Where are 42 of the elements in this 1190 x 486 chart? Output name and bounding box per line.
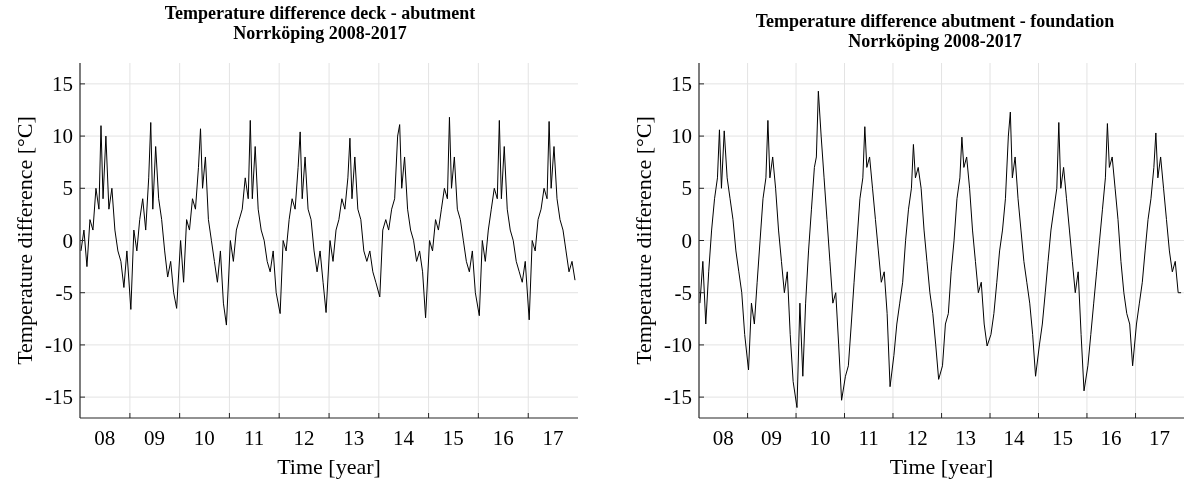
x-tick-label: 15: [1052, 426, 1074, 450]
y-tick-label: -15: [664, 385, 692, 410]
y-tick-label: 15: [671, 71, 692, 96]
chart-title: Temperature difference deck - abutment Norrköping 2008-2017: [164, 3, 476, 43]
x-tick-label: 08: [94, 426, 116, 450]
x-tick-label: 11: [243, 426, 265, 450]
y-tick-label: -10: [664, 332, 692, 357]
x-tick-label: 09: [144, 426, 166, 450]
x-tick-label: 11: [858, 426, 879, 450]
line-series: [80, 116, 576, 326]
line-series: [699, 90, 1182, 409]
y-tick-label: -5: [674, 280, 692, 305]
x-tick-label: 14: [393, 426, 415, 450]
y-tick-label: -5: [55, 280, 73, 305]
y-tick-label: 5: [681, 176, 692, 201]
y-tick-label: 15: [52, 71, 73, 96]
y-tick-label: 5: [62, 176, 73, 201]
y-axis-title: Temperature difference [°C]: [631, 116, 656, 365]
x-tick-label: 17: [542, 426, 564, 450]
x-tick-label: 10: [193, 426, 215, 450]
y-tick-label: 0: [62, 228, 73, 253]
y-tick-label: -10: [45, 332, 73, 357]
x-tick-label: 14: [1003, 426, 1026, 450]
x-tick-label: 09: [761, 426, 783, 450]
x-tick-label: 16: [492, 426, 514, 450]
x-tick-label: 12: [906, 426, 928, 450]
x-tick-label: 17: [1149, 426, 1171, 450]
x-tick-label: 15: [442, 426, 464, 450]
y-tick-label: 10: [52, 124, 73, 149]
x-tick-label: 12: [293, 426, 315, 450]
y-tick-label: 10: [671, 124, 692, 149]
x-axis-title: Time [year]: [889, 454, 994, 479]
x-tick-label: 08: [712, 426, 734, 450]
x-tick-label: 13: [955, 426, 977, 450]
y-tick-label: -15: [45, 385, 73, 410]
x-tick-label: 13: [343, 426, 365, 450]
chart-title: Temperature difference abutment - foundation Norrköping 2008-2017: [755, 11, 1115, 51]
x-tick-label: 10: [809, 426, 831, 450]
x-axis-title: Time [year]: [277, 454, 381, 479]
x-tick-label: 16: [1100, 426, 1122, 450]
y-tick-label: 0: [681, 228, 692, 253]
y-axis-title: Temperature difference [°C]: [12, 116, 37, 365]
